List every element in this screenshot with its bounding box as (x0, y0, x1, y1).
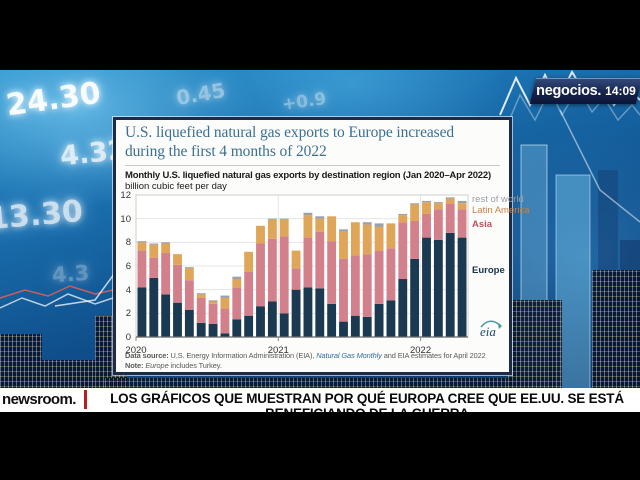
legend-rest-of-world: rest of world (472, 194, 524, 205)
legend-asia: Asia (472, 219, 493, 230)
headline-ticker: LOS GRÁFICOS QUE MUESTRAN POR QUÉ EUROPA… (94, 388, 640, 412)
chart-title: U.S. liquefied natural gas exports to Eu… (125, 123, 503, 161)
ticker-red-divider (84, 390, 87, 409)
lower-third-band (0, 388, 640, 412)
x-axis-year-label: 2022 (409, 345, 432, 356)
data-source-line: Data source: U.S. Energy Information Adm… (125, 351, 486, 360)
y-axis-tick-label: 0 (125, 332, 131, 343)
legend-latin-america: Latin America (472, 205, 530, 216)
chart-title-line2: during the first 4 months of 2022 (125, 143, 327, 160)
chart-subtitle: Monthly U.S. liquefied natural gas expor… (125, 170, 491, 181)
chart-source-note: Data source: U.S. Energy Information Adm… (125, 351, 505, 370)
y-axis-tick-label: 8 (125, 237, 131, 249)
y-axis-tick-label: 4 (125, 284, 131, 296)
x-axis-year-label: 2020 (125, 345, 147, 356)
chart-title-line1: U.S. liquefied natural gas exports to Eu… (125, 124, 455, 141)
channel-logo: negocios. (536, 83, 602, 99)
letterbox-top (0, 0, 640, 70)
y-axis-tick-label: 12 (120, 190, 131, 201)
chart-panel: U.S. liquefied natural gas exports to Eu… (113, 117, 530, 375)
headline-line2-clipped: BENEFICIANDO DE LA GUERRA (94, 406, 640, 412)
y-axis-tick-label: 2 (125, 308, 131, 320)
chart-units-label: billion cubic feet per day (125, 181, 227, 192)
y-axis-tick-label: 10 (120, 213, 131, 225)
eia-logo-icon: eia (480, 320, 502, 339)
svg-text:eia: eia (480, 324, 496, 339)
channel-banner: negocios. 14:09 (529, 78, 640, 104)
y-axis-tick-label: 6 (125, 261, 131, 272)
divider (125, 165, 500, 166)
broadcast-clock: 14:09 (605, 84, 636, 98)
headline-line1: LOS GRÁFICOS QUE MUESTRAN POR QUÉ EUROPA… (110, 391, 624, 406)
newsroom-program-label: newsroom. (2, 391, 76, 408)
note-line: Note: Europe includes Turkey. (125, 360, 222, 370)
x-axis-year-label: 2021 (267, 345, 289, 356)
stacked-bar-chart (135, 194, 469, 341)
legend-europe: Europe (472, 265, 505, 276)
letterbox-bottom (0, 412, 640, 480)
